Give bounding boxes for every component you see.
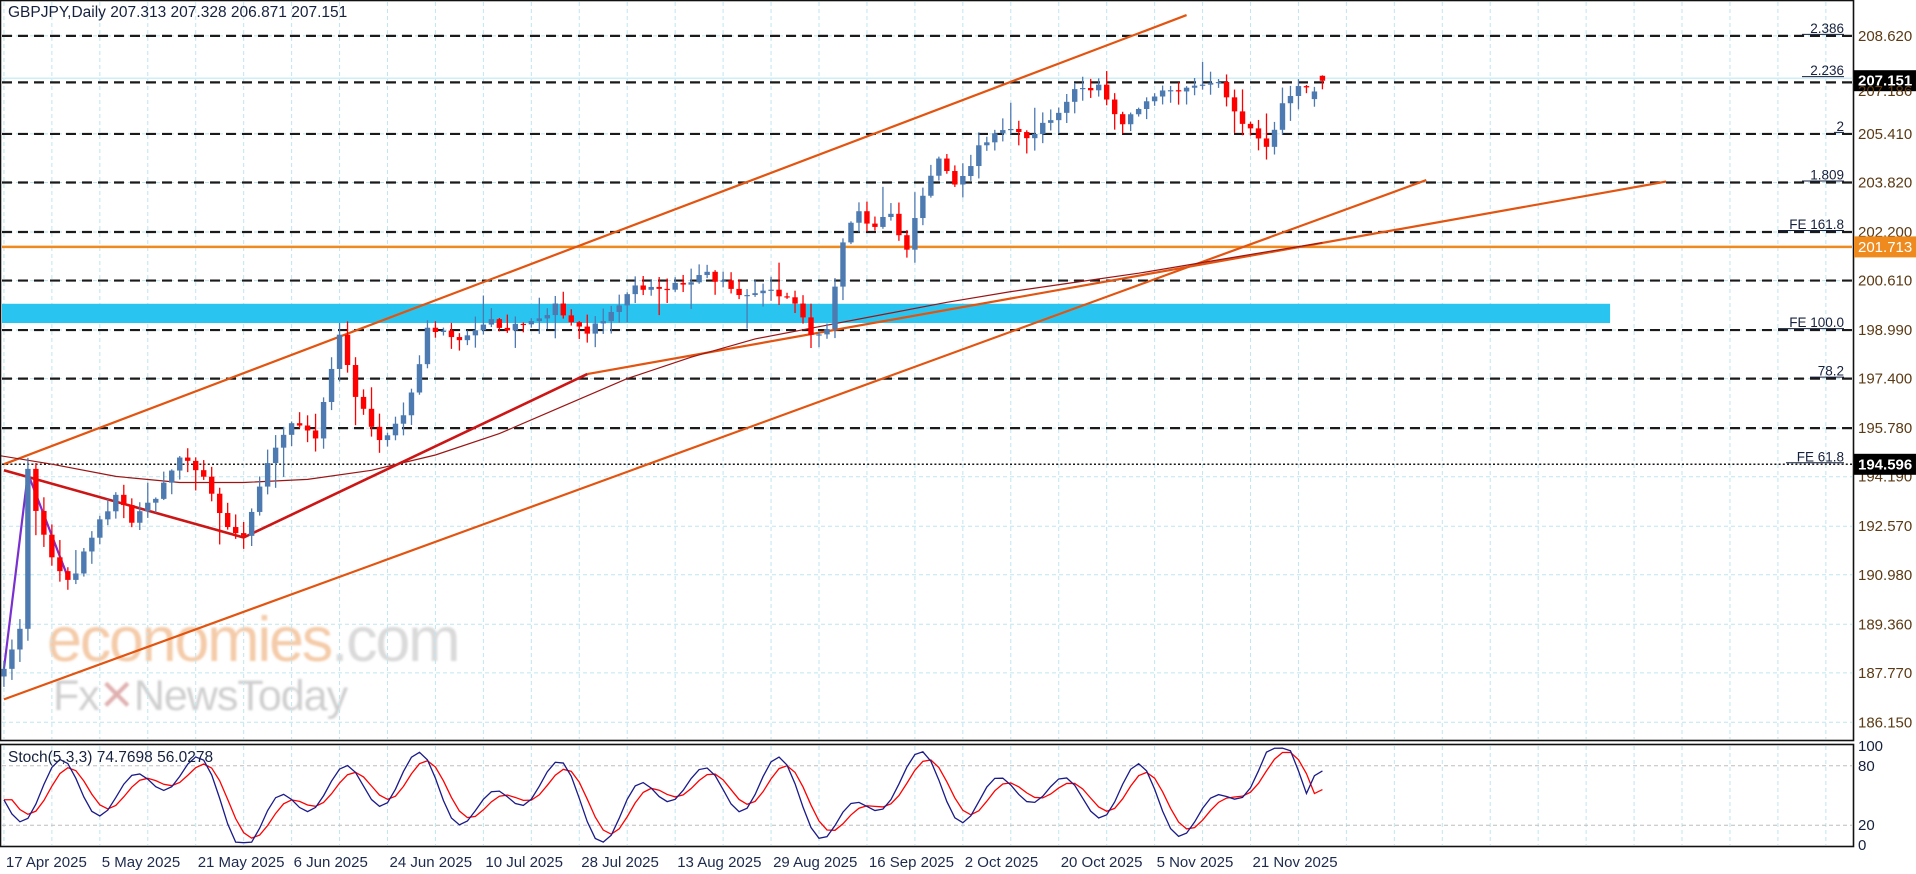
svg-text:17 Apr 2025: 17 Apr 2025 — [6, 854, 87, 871]
svg-text:20 Oct 2025: 20 Oct 2025 — [1061, 854, 1143, 871]
svg-text:205.410: 205.410 — [1858, 126, 1912, 143]
svg-text:100: 100 — [1858, 738, 1883, 755]
svg-text:194.596: 194.596 — [1858, 456, 1912, 473]
svg-text:203.820: 203.820 — [1858, 175, 1912, 192]
svg-text:80: 80 — [1858, 758, 1875, 775]
svg-text:Fx✕NewsToday: Fx✕NewsToday — [53, 672, 349, 720]
svg-text:201.713: 201.713 — [1858, 239, 1912, 256]
svg-text:2 Oct 2025: 2 Oct 2025 — [965, 854, 1038, 871]
svg-text:190.980: 190.980 — [1858, 567, 1912, 584]
svg-text:2.386: 2.386 — [1810, 21, 1844, 36]
svg-text:20: 20 — [1858, 817, 1875, 834]
svg-text:189.360: 189.360 — [1858, 616, 1912, 633]
svg-text:198.990: 198.990 — [1858, 322, 1912, 339]
svg-text:10 Jul 2025: 10 Jul 2025 — [485, 854, 563, 871]
svg-text:78.2: 78.2 — [1818, 364, 1844, 379]
svg-text:28 Jul 2025: 28 Jul 2025 — [581, 854, 659, 871]
svg-text:2.236: 2.236 — [1810, 63, 1844, 78]
svg-text:FE 61.8: FE 61.8 — [1797, 449, 1844, 464]
svg-text:195.780: 195.780 — [1858, 420, 1912, 437]
svg-text:29 Aug 2025: 29 Aug 2025 — [773, 854, 857, 871]
svg-text:economies.com: economies.com — [47, 605, 458, 675]
svg-text:FE 161.8: FE 161.8 — [1789, 217, 1844, 232]
svg-text:208.620: 208.620 — [1858, 28, 1912, 45]
svg-text:207.186: 207.186 — [1858, 83, 1912, 100]
svg-text:197.400: 197.400 — [1858, 371, 1912, 388]
svg-text:Stoch(5,3,3) 74.7698 56.0278: Stoch(5,3,3) 74.7698 56.0278 — [8, 749, 213, 766]
svg-text:21 Nov 2025: 21 Nov 2025 — [1253, 854, 1338, 871]
svg-text:1.809: 1.809 — [1810, 168, 1844, 183]
svg-text:6 Jun 2025: 6 Jun 2025 — [294, 854, 368, 871]
svg-text:192.570: 192.570 — [1858, 518, 1912, 535]
svg-text:2: 2 — [1836, 119, 1844, 134]
svg-text:187.770: 187.770 — [1858, 665, 1912, 682]
svg-text:186.150: 186.150 — [1858, 714, 1912, 731]
svg-text:13 Aug 2025: 13 Aug 2025 — [677, 854, 761, 871]
svg-text:200.610: 200.610 — [1858, 273, 1912, 290]
svg-text:16 Sep 2025: 16 Sep 2025 — [869, 854, 954, 871]
svg-text:5 May 2025: 5 May 2025 — [102, 854, 180, 871]
svg-text:FE 100.0: FE 100.0 — [1789, 315, 1844, 330]
svg-text:5 Nov 2025: 5 Nov 2025 — [1157, 854, 1234, 871]
svg-text:21 May 2025: 21 May 2025 — [198, 854, 285, 871]
svg-text:24 Jun 2025: 24 Jun 2025 — [390, 854, 473, 871]
svg-text:0: 0 — [1858, 837, 1866, 854]
svg-text:GBPJPY,Daily 207.313 207.328: GBPJPY,Daily 207.313 207.328 206.871 207… — [8, 4, 347, 21]
